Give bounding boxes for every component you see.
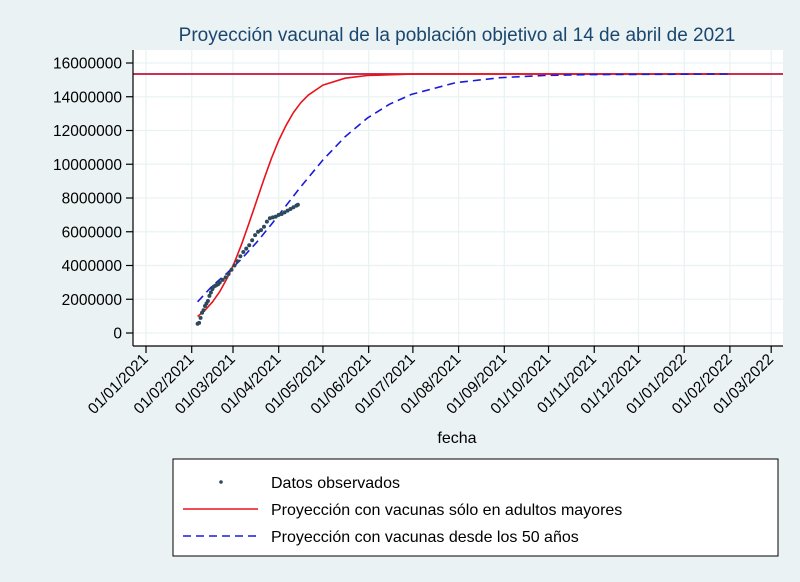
- observed-data-point: [259, 228, 264, 233]
- y-tick-label: 16000000: [53, 56, 122, 73]
- observed-data-point: [253, 233, 258, 238]
- observed-data-point: [247, 243, 252, 248]
- observed-data-point: [238, 254, 243, 259]
- series-layer: [195, 73, 730, 326]
- observed-data-point: [273, 214, 278, 219]
- observed-data-point: [282, 210, 287, 215]
- legend-label-observed: Datos observados: [271, 475, 400, 492]
- legend-label-50: Proyección con vacunas desde los 50 años: [271, 529, 579, 546]
- observed-data-point: [241, 250, 246, 254]
- observed-data-point: [197, 320, 202, 325]
- y-tick-label: 14000000: [53, 89, 122, 106]
- observed-data-point: [223, 275, 228, 280]
- y-tick-label: 0: [113, 326, 122, 343]
- x-axis-ticks: 01/01/202101/02/202101/03/202101/04/2021…: [85, 346, 777, 418]
- observed-data-point: [244, 246, 249, 251]
- observed-data-point: [288, 206, 293, 211]
- legend-box: [172, 458, 779, 557]
- observed-data-point: [198, 315, 203, 320]
- observed-data-point: [279, 212, 284, 217]
- observed-data-point: [250, 238, 255, 243]
- y-tick-label: 4000000: [62, 258, 123, 275]
- observed-data-point: [207, 293, 212, 298]
- series-line-adultos-mayores: [197, 73, 730, 318]
- y-tick-label: 10000000: [53, 157, 122, 174]
- observed-data-point: [261, 224, 266, 229]
- legend: Datos observados Proyección con vacunas …: [172, 458, 779, 557]
- observed-data-point: [232, 263, 237, 268]
- observed-data-point: [295, 202, 300, 207]
- observed-data-point: [264, 219, 269, 224]
- observed-data-point: [226, 271, 231, 276]
- y-tick-label: 2000000: [62, 292, 123, 309]
- observed-data-point: [256, 229, 261, 234]
- chart-title: Proyección vacunal de la población objet…: [179, 25, 736, 46]
- legend-marker-observed: [219, 480, 223, 484]
- observed-data-point: [205, 298, 210, 303]
- observed-data-point: [229, 267, 234, 272]
- x-axis-label: fecha: [437, 430, 476, 447]
- legend-label-adultos: Proyección con vacunas sólo en adultos m…: [271, 502, 622, 519]
- y-tick-label: 6000000: [62, 224, 123, 241]
- gridlines: [133, 50, 783, 346]
- observed-data-point: [220, 277, 225, 282]
- y-tick-label: 8000000: [62, 191, 123, 208]
- observed-data-point: [291, 205, 296, 210]
- observed-data-point: [201, 308, 206, 313]
- y-axis-ticks: 0 2000000 4000000 6000000 8000000 10000000 120…: [53, 56, 133, 343]
- y-tick-label: 12000000: [53, 123, 122, 140]
- observed-data-point: [217, 280, 222, 285]
- observed-data-point: [208, 290, 213, 295]
- observed-data-point: [285, 208, 290, 213]
- observed-data-point: [235, 259, 240, 264]
